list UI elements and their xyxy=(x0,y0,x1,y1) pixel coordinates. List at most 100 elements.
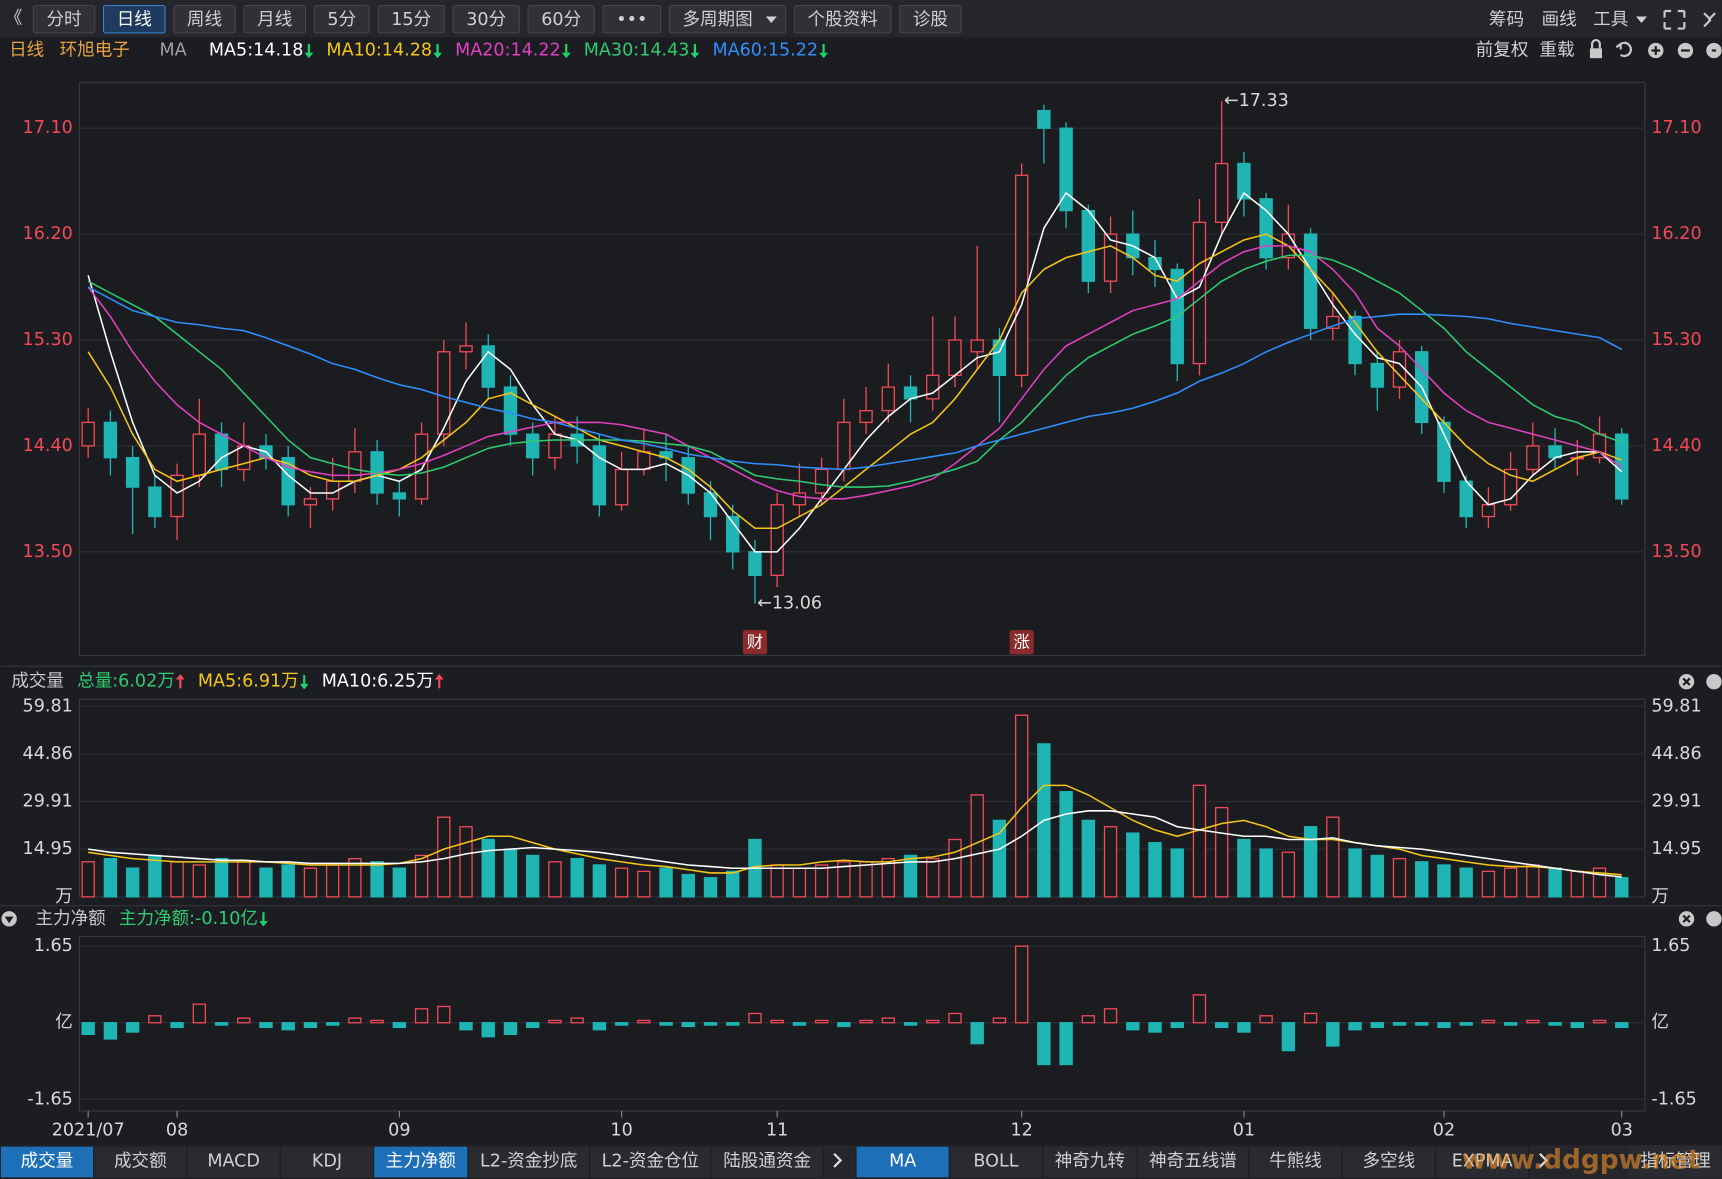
toolbar-button[interactable] xyxy=(899,4,962,34)
bar xyxy=(214,1022,229,1026)
indicator-tab[interactable] xyxy=(855,1145,950,1179)
indicator-tab[interactable] xyxy=(93,1145,188,1179)
toolbar-label: 5分 xyxy=(327,10,356,30)
indicator-tab-label: 多空线 xyxy=(1363,1151,1416,1171)
candle-body xyxy=(125,457,140,488)
toolbar-right-item[interactable]: 工具 xyxy=(1593,10,1628,30)
toolbar-label: 周线 xyxy=(187,10,222,30)
toolbar-button[interactable] xyxy=(602,4,662,34)
bar xyxy=(1303,1012,1318,1024)
candle-body xyxy=(503,386,518,435)
bar xyxy=(1326,1022,1340,1047)
indicator-tab[interactable] xyxy=(467,1145,591,1179)
bar xyxy=(570,1017,584,1024)
bar xyxy=(1126,832,1140,898)
bar xyxy=(1570,1022,1584,1029)
nav-back[interactable]: 《 xyxy=(5,9,23,29)
bar xyxy=(1503,867,1518,898)
indicator-tab[interactable] xyxy=(1434,1145,1530,1179)
x-tick-label: 11 xyxy=(766,1121,788,1141)
bar xyxy=(814,1019,829,1024)
candle-body xyxy=(303,498,318,506)
candle-body xyxy=(192,433,206,476)
tabs-next-arrow[interactable] xyxy=(1539,1152,1548,1168)
bar xyxy=(637,870,651,898)
event-marker-label: 涨 xyxy=(1013,633,1029,652)
toolbar-button[interactable] xyxy=(793,4,892,34)
panel-settings-icon[interactable] xyxy=(1706,674,1722,690)
candle-body xyxy=(837,421,851,471)
info-action[interactable]: 前复权 xyxy=(1476,40,1529,60)
info-action[interactable]: 重载 xyxy=(1539,40,1574,60)
bar xyxy=(1415,861,1429,898)
indicator-tab[interactable] xyxy=(1341,1145,1437,1179)
bar xyxy=(659,867,673,898)
bar xyxy=(1281,851,1296,898)
y-tick-label: 16.20 xyxy=(23,224,73,244)
event-marker[interactable] xyxy=(1009,630,1034,655)
indicator-tab[interactable] xyxy=(279,1145,375,1179)
y-tick-label-right: 13.50 xyxy=(1651,542,1701,562)
toolbar-button[interactable] xyxy=(102,4,166,34)
indicator-tab[interactable] xyxy=(186,1145,281,1179)
x-tick-label: 12 xyxy=(1010,1121,1032,1141)
indicator-tab-label: MA xyxy=(889,1151,916,1171)
toolbar-button[interactable] xyxy=(527,4,595,34)
bar xyxy=(459,826,473,898)
indicator-tab[interactable] xyxy=(589,1145,712,1179)
manage-button[interactable] xyxy=(1629,1146,1722,1178)
bar xyxy=(1370,1022,1384,1029)
fullscreen-icon[interactable] xyxy=(1663,9,1686,30)
bar xyxy=(881,1017,895,1024)
candle-body xyxy=(1214,162,1229,224)
bar xyxy=(103,857,118,898)
indicator-tab[interactable] xyxy=(1042,1145,1138,1179)
y-tick-label: 15.30 xyxy=(23,330,73,350)
bar xyxy=(1014,714,1029,898)
volume-title: 成交量 xyxy=(11,672,64,692)
bar xyxy=(1437,1022,1451,1029)
indicator-tab[interactable] xyxy=(1136,1145,1250,1179)
indicator-tab[interactable] xyxy=(710,1145,824,1179)
bar xyxy=(1059,1022,1073,1066)
bar xyxy=(792,1022,807,1026)
lock-shackle xyxy=(1591,38,1601,49)
bar xyxy=(1126,1022,1140,1031)
indicator-tab[interactable] xyxy=(373,1145,469,1179)
toolbar-button[interactable] xyxy=(377,4,445,34)
candle-body xyxy=(81,421,95,447)
bar xyxy=(503,848,518,898)
toolbar-label: 日线 xyxy=(117,10,152,30)
undo-icon[interactable] xyxy=(1615,41,1632,58)
y-tick-label-right: 29.91 xyxy=(1651,792,1701,812)
bar xyxy=(281,1022,295,1031)
toolbar-button[interactable] xyxy=(452,4,520,34)
toolbar-button[interactable] xyxy=(32,4,96,34)
y-tick-label: 59.81 xyxy=(23,696,73,716)
tabs-next-arrow[interactable] xyxy=(833,1152,843,1168)
bar xyxy=(792,867,807,898)
bar xyxy=(1059,791,1073,898)
bar xyxy=(837,1022,851,1028)
indicator-tab[interactable] xyxy=(948,1145,1044,1179)
candle-body xyxy=(970,339,984,353)
panel-settings-icon[interactable] xyxy=(1706,911,1722,927)
legend-item: MA10:6.25万 xyxy=(322,672,434,692)
candle-body xyxy=(592,445,607,506)
x-tick-label: 08 xyxy=(166,1121,188,1141)
event-marker[interactable] xyxy=(742,630,768,655)
toolbar-right-item[interactable]: 画线 xyxy=(1542,10,1577,30)
candle-body xyxy=(437,351,451,435)
toolbar-button[interactable] xyxy=(668,4,787,34)
toolbar-label: 诊股 xyxy=(913,10,948,30)
toolbar-right-item[interactable]: 筹码 xyxy=(1489,10,1524,30)
lock-icon[interactable] xyxy=(1589,48,1602,59)
toolbar-button[interactable] xyxy=(313,4,370,34)
fit-icon[interactable] xyxy=(1703,12,1716,28)
legend-item: MA20:14.22 xyxy=(455,40,561,60)
toolbar-button[interactable] xyxy=(243,4,307,34)
x-tick-label: 09 xyxy=(388,1121,410,1141)
candle-body xyxy=(859,409,873,424)
bar xyxy=(103,1022,118,1040)
toolbar-button[interactable] xyxy=(173,4,236,34)
